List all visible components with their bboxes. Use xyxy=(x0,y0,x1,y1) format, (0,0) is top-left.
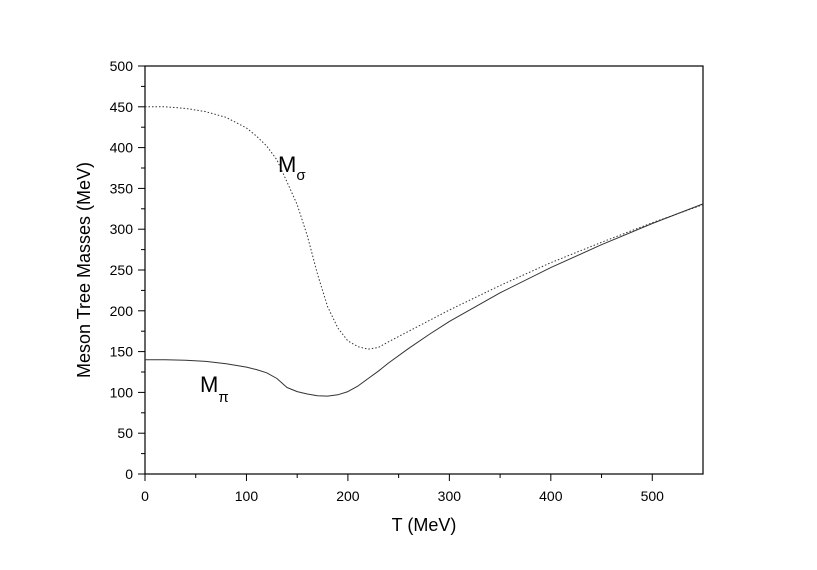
y-tick-label: 500 xyxy=(110,58,134,74)
series-label-pi: Mπ xyxy=(200,372,229,406)
x-tick-label: 300 xyxy=(438,488,462,504)
y-axis: 0 50 100 150 200 250 300 350 400 450 500 xyxy=(110,58,145,482)
series-label-pi-sub: π xyxy=(218,389,228,406)
series-label-sigma-main: M xyxy=(278,152,296,177)
y-tick-label: 300 xyxy=(110,221,134,237)
series-lines xyxy=(145,106,704,397)
y-tick-label: 100 xyxy=(110,384,134,400)
y-tick-label: 50 xyxy=(117,425,133,441)
x-tick-label: 200 xyxy=(336,488,360,504)
series-label-sigma-sub: σ xyxy=(296,167,306,184)
x-axis-title: T (MeV) xyxy=(392,515,457,535)
x-tick-label: 100 xyxy=(235,488,259,504)
axes-frame xyxy=(144,65,704,475)
series-line-sigma xyxy=(145,106,704,350)
series-line-pi xyxy=(145,203,704,397)
y-tick-label: 250 xyxy=(110,262,134,278)
y-tick-label: 450 xyxy=(110,99,134,115)
y-axis-title: Meson Tree Masses (MeV) xyxy=(74,162,94,378)
x-tick-label: 0 xyxy=(141,488,149,504)
series-label-sigma: Mσ xyxy=(278,152,306,184)
y-tick-label: 350 xyxy=(110,180,134,196)
x-axis: 0 100 200 300 400 500 xyxy=(141,474,664,504)
y-tick-label: 200 xyxy=(110,303,134,319)
y-tick-label: 400 xyxy=(110,140,134,156)
x-tick-label: 500 xyxy=(641,488,665,504)
plot-area xyxy=(144,65,704,475)
y-tick-label: 150 xyxy=(110,344,134,360)
x-tick-label: 400 xyxy=(539,488,563,504)
series-label-pi-main: M xyxy=(200,372,218,397)
y-tick-label: 0 xyxy=(125,466,133,482)
